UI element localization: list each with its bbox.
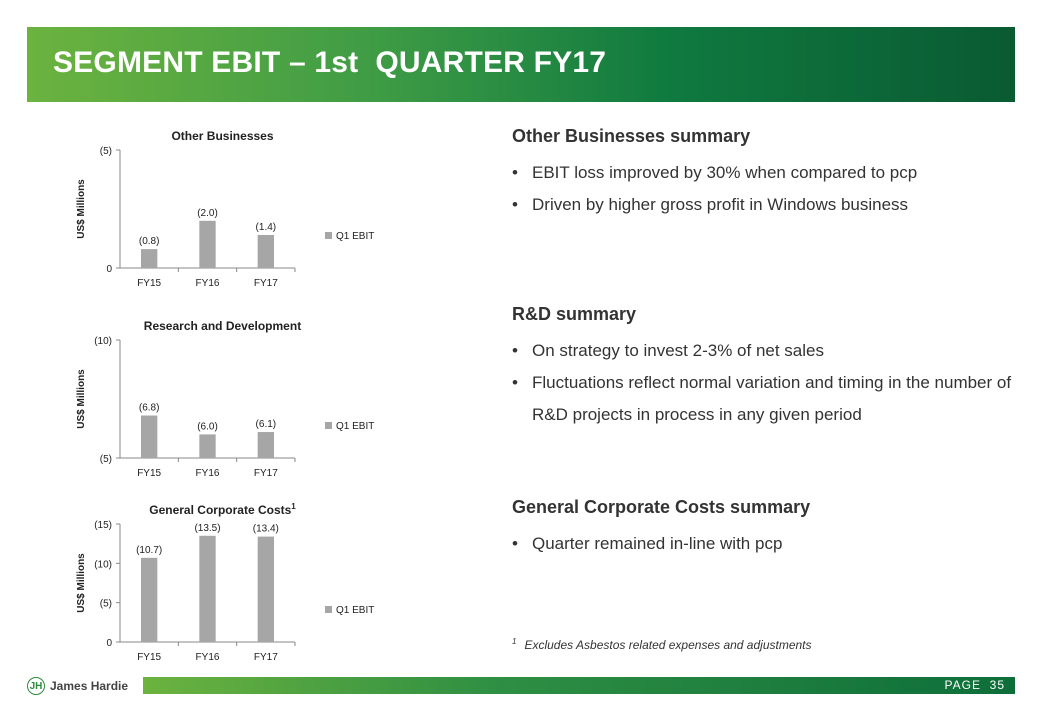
x-tick-label: FY15 <box>137 468 161 479</box>
footer-bar: PAGE 35 <box>143 677 1015 694</box>
x-tick-label: FY17 <box>254 652 278 663</box>
data-label: (6.8) <box>139 403 160 414</box>
x-tick-label: FY16 <box>196 278 220 289</box>
summary-heading: Other Businesses summary <box>512 126 751 146</box>
summary-heading: R&D summary <box>512 304 637 324</box>
data-label: (1.4) <box>256 222 277 233</box>
chart-title: Other Businesses <box>171 129 273 143</box>
chart-general-corporate-costs: General Corporate Costs1 0 (5) (10) (15) US$ … <box>70 496 470 666</box>
footnote-marker: 1 <box>512 637 517 646</box>
brand-name: James Hardie <box>50 679 129 693</box>
title-banner: SEGMENT EBIT – 1st QUARTER FY17 <box>27 27 1015 102</box>
footnote-text: Excludes Asbestos related expenses and a… <box>524 638 812 652</box>
legend-label: Q1 EBIT <box>336 421 374 432</box>
chart-other-businesses: Other Businesses 0 (5) US$ Millions (0.8) FY1… <box>70 122 470 292</box>
y-axis-label: US$ Millions <box>76 179 87 239</box>
summary-bullet: • Fluctuations reflect normal variation a… <box>512 373 1012 424</box>
legend-swatch <box>325 606 332 613</box>
data-label: (10.7) <box>136 545 162 556</box>
data-label: (13.4) <box>253 524 279 535</box>
bar <box>141 557 158 642</box>
x-tick-label: FY15 <box>137 652 161 663</box>
y-axis-label: US$ Millions <box>76 553 87 613</box>
data-label: (0.8) <box>139 236 160 247</box>
legend-swatch <box>325 232 332 239</box>
x-tick-label: FY15 <box>137 278 161 289</box>
bar <box>257 234 274 268</box>
chart-other-businesses-svg: Other Businesses 0 (5) US$ Millions (0.8) FY1… <box>76 129 374 289</box>
chart-title-text: Other Businesses <box>171 129 273 143</box>
data-label: (6.1) <box>256 419 277 430</box>
y-tick-label: 0 <box>106 638 112 649</box>
bar <box>257 536 274 642</box>
slide-title: SEGMENT EBIT – 1st QUARTER FY17 <box>53 46 607 79</box>
x-tick-label: FY17 <box>254 468 278 479</box>
data-label: (6.0) <box>197 421 218 432</box>
summary-bullet: • Quarter remained in-line with pcp <box>512 534 783 553</box>
y-tick-label: (10) <box>94 559 112 570</box>
legend-label: Q1 EBIT <box>336 231 374 242</box>
bar <box>199 220 216 268</box>
chart-title-text: General Corporate Costs <box>149 503 291 517</box>
chart-title-text: Research and Development <box>144 319 301 333</box>
y-tick-label: (10) <box>94 336 112 347</box>
y-axis-label: US$ Millions <box>76 369 87 429</box>
y-tick-label: (15) <box>94 520 112 531</box>
chart-title-footnote-marker: 1 <box>291 502 296 511</box>
chart-general-corporate-costs-svg: General Corporate Costs1 0 (5) (10) (15) US$ … <box>76 502 374 663</box>
chart-research-development: Research and Development (5) (10) US$ Milli… <box>70 312 470 482</box>
summary-bullet-list: • Quarter remained in-line with pcp <box>512 528 1012 560</box>
james-hardie-logo-icon: JH <box>27 677 45 695</box>
chart-title: General Corporate Costs1 <box>149 502 296 517</box>
y-tick-label: (5) <box>100 599 112 610</box>
summary-heading: General Corporate Costs summary <box>512 497 811 517</box>
data-label: (2.0) <box>197 208 218 219</box>
page-number: 35 <box>989 678 1005 692</box>
summary-bullet: • On strategy to invest 2-3% of net sales <box>512 341 824 360</box>
legend-label: Q1 EBIT <box>336 605 374 616</box>
footnote: 1 Excludes Asbestos related expenses and … <box>512 637 812 652</box>
bar <box>141 249 158 268</box>
x-tick-label: FY16 <box>196 652 220 663</box>
summary-bullet: • Driven by higher gross profit in Window… <box>512 195 909 214</box>
y-tick-label: (5) <box>100 146 112 157</box>
bar <box>199 434 216 458</box>
chart-title: Research and Development <box>144 319 301 333</box>
page-indicator: PAGE 35 <box>944 678 1005 692</box>
chart-research-development-svg: Research and Development (5) (10) US$ Milli… <box>76 319 374 479</box>
james-hardie-logo: JH James Hardie <box>27 676 128 696</box>
y-tick-label: (5) <box>100 454 112 465</box>
summary-bullet-list: • EBIT loss improved by 30% when compared… <box>512 157 1012 221</box>
bar <box>199 535 216 642</box>
x-tick-label: FY17 <box>254 278 278 289</box>
bar <box>257 432 274 458</box>
summary-bullet-list: • On strategy to invest 2-3% of net sales… <box>512 335 1012 431</box>
bar <box>141 415 158 458</box>
data-label: (13.5) <box>194 523 220 534</box>
summary-general-corporate-costs: General Corporate Costs summary • Quarter… <box>512 497 1012 560</box>
y-tick-label: 0 <box>106 264 112 275</box>
summary-other-businesses: Other Businesses summary • EBIT loss impr… <box>512 126 1012 221</box>
x-tick-label: FY16 <box>196 468 220 479</box>
summary-research-development: R&D summary • On strategy to invest 2-3% … <box>512 304 1012 431</box>
summary-bullet: • EBIT loss improved by 30% when compared… <box>512 163 918 182</box>
legend-swatch <box>325 422 332 429</box>
